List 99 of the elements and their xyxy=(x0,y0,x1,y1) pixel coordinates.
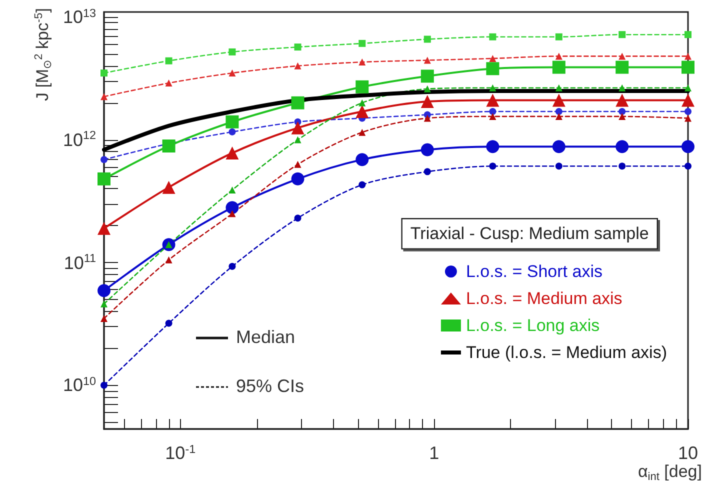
point xyxy=(228,186,236,194)
point xyxy=(165,57,172,64)
point xyxy=(294,136,302,144)
point xyxy=(489,33,496,40)
point xyxy=(358,181,366,188)
point xyxy=(616,60,629,74)
point xyxy=(420,70,434,83)
point xyxy=(424,168,431,176)
point xyxy=(226,146,239,160)
point xyxy=(228,210,236,218)
point xyxy=(555,108,562,116)
annotation: 95% CIs xyxy=(236,376,304,397)
legend-label: L.o.s. = Long axis xyxy=(466,316,600,335)
point xyxy=(489,112,496,120)
point xyxy=(356,105,369,118)
point xyxy=(555,33,562,40)
point xyxy=(552,140,566,154)
point xyxy=(555,112,562,120)
point xyxy=(294,214,302,222)
point xyxy=(684,162,692,170)
point xyxy=(618,84,626,92)
point xyxy=(555,162,562,170)
point xyxy=(555,52,562,60)
point xyxy=(552,94,566,107)
point xyxy=(682,94,694,107)
point xyxy=(228,128,236,136)
x-tick-label: 10$^{-1}$ xyxy=(165,442,196,464)
x-tick-label: 10 xyxy=(678,442,698,464)
point xyxy=(616,140,629,154)
y-tick-label: 10$^{13}$ xyxy=(62,6,96,28)
point xyxy=(228,262,236,270)
legend-label: True (l.o.s. = Medium axis) xyxy=(466,343,667,362)
point xyxy=(358,40,366,47)
point xyxy=(98,222,110,235)
point xyxy=(358,99,366,106)
y-tick-label: 10$^{11}$ xyxy=(64,252,96,274)
point xyxy=(684,31,692,38)
legend-title: Triaxial - Cusp: Medium sample xyxy=(410,224,649,244)
point xyxy=(489,84,496,92)
point xyxy=(100,156,108,164)
point xyxy=(100,300,108,308)
point xyxy=(228,48,236,56)
point xyxy=(684,108,692,116)
point xyxy=(100,93,108,100)
point xyxy=(618,112,626,120)
point xyxy=(294,44,302,51)
point xyxy=(486,62,500,76)
point xyxy=(291,172,304,186)
point xyxy=(424,85,431,92)
point xyxy=(165,320,172,327)
point xyxy=(162,180,176,194)
annotation: Median xyxy=(236,327,296,348)
point xyxy=(294,62,302,70)
point xyxy=(420,143,434,156)
legend-label: L.o.s. = Medium axis xyxy=(466,289,622,308)
point xyxy=(618,108,626,116)
point xyxy=(358,58,366,66)
point xyxy=(618,52,626,60)
point xyxy=(552,60,566,74)
point xyxy=(98,284,110,298)
x-tick-label: 1 xyxy=(429,442,440,464)
point xyxy=(358,128,366,136)
point xyxy=(424,56,431,64)
point xyxy=(684,84,692,92)
legend-label: L.o.s. = Short axis xyxy=(466,262,602,281)
point xyxy=(100,314,108,322)
point xyxy=(294,160,302,168)
point xyxy=(682,140,694,154)
point xyxy=(226,115,239,128)
point xyxy=(291,121,304,134)
point xyxy=(424,114,431,122)
point xyxy=(100,70,108,77)
point xyxy=(420,95,434,108)
point xyxy=(165,256,172,264)
point xyxy=(489,108,496,116)
point xyxy=(228,70,236,77)
point xyxy=(684,114,692,122)
point xyxy=(682,60,694,74)
point xyxy=(489,162,496,170)
point xyxy=(226,201,239,214)
point xyxy=(684,52,692,60)
point xyxy=(618,31,626,38)
point xyxy=(100,382,108,389)
point xyxy=(616,94,629,107)
y-tick-label: 10$^{10}$ xyxy=(62,374,96,396)
point xyxy=(618,162,626,170)
point xyxy=(489,54,496,62)
point xyxy=(356,153,369,166)
point xyxy=(486,140,500,154)
y-tick-label: 10$^{12}$ xyxy=(62,128,96,151)
x-axis-title: α$_{int}$ [deg] xyxy=(638,462,702,484)
point xyxy=(486,94,500,107)
point xyxy=(165,80,172,87)
point xyxy=(555,84,562,92)
point xyxy=(162,140,176,153)
point xyxy=(424,36,431,43)
point xyxy=(291,96,304,110)
point xyxy=(98,172,110,186)
point xyxy=(356,80,369,94)
